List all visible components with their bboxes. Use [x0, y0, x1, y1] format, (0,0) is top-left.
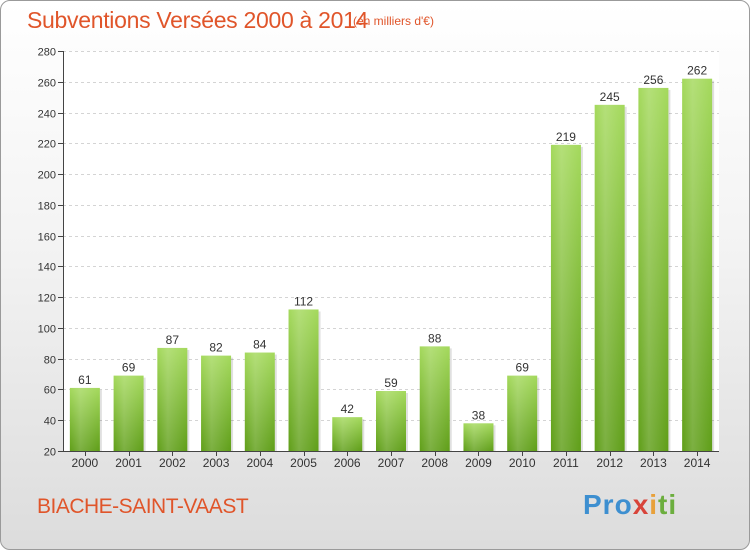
y-tick-label: 280 [38, 47, 56, 59]
bar-value-label: 245 [600, 90, 620, 104]
bar-highlight [113, 375, 144, 451]
x-tick-label: 2008 [421, 456, 448, 470]
x-tick-label: 2014 [684, 456, 711, 470]
bar-highlight [376, 391, 406, 451]
x-tick-label: 2009 [465, 456, 492, 470]
bar-highlight [69, 387, 100, 451]
x-tick-label: 2006 [334, 456, 361, 470]
x-tick-label: 2002 [159, 456, 186, 470]
bar-value-label: 84 [253, 338, 267, 352]
bar-highlight [550, 144, 581, 451]
bar-highlight [682, 78, 713, 451]
bar-highlight [638, 87, 669, 451]
commune-name: BIACHE-SAINT-VAAST [37, 495, 249, 518]
y-tick-label: 100 [38, 324, 56, 336]
x-tick-label: 2013 [640, 456, 667, 470]
bar-highlight [288, 309, 319, 451]
y-tick-label: 80 [44, 355, 56, 367]
bar-value-label: 262 [687, 64, 707, 78]
x-tick-label: 2010 [509, 456, 536, 470]
chart-subtitle: (en milliers d'€) [353, 14, 434, 28]
bar-highlight [332, 417, 363, 451]
y-tick-label: 40 [44, 416, 56, 428]
proxiti-logo[interactable]: Proxiti [583, 489, 678, 520]
bar-value-label: 42 [341, 402, 355, 416]
bar-highlight [594, 104, 625, 451]
x-tick-label: 2004 [246, 456, 273, 470]
x-tick-label: 2003 [203, 456, 230, 470]
bar-highlight [507, 375, 538, 451]
y-tick-label: 240 [38, 109, 56, 121]
bar-value-label: 112 [294, 294, 313, 308]
y-tick-label: 260 [38, 78, 56, 90]
x-tick-label: 2000 [72, 456, 99, 470]
bar-value-label: 59 [384, 376, 398, 390]
bar-value-label: 82 [209, 341, 223, 355]
bar-value-label: 87 [166, 333, 180, 347]
x-tick-label: 2007 [378, 456, 405, 470]
bar-value-label: 256 [643, 73, 663, 87]
bar-value-label: 69 [516, 361, 530, 375]
x-tick-label: 2005 [290, 456, 317, 470]
y-tick-label: 20 [44, 447, 56, 459]
y-tick-label: 120 [38, 293, 56, 305]
y-tick-label: 140 [38, 262, 56, 274]
bar-highlight [419, 346, 450, 451]
bar-value-label: 38 [472, 408, 486, 422]
y-tick-label: 180 [38, 201, 56, 213]
y-tick-label: 200 [38, 170, 56, 182]
axes-group: 20 40 60 80 100 120 140 160 180 200 220 240 260 280 20… [38, 47, 719, 470]
y-tick-label: 60 [44, 385, 56, 397]
x-tick-label: 2012 [596, 456, 623, 470]
chart-title: Subventions Versées 2000 à 2014 [27, 7, 369, 33]
bar-highlight [463, 423, 494, 451]
bar-highlight [244, 352, 275, 451]
bar-highlight [201, 355, 232, 451]
bars-group: 61 69 87 82 84 112 42 59 88 38 69 219 245 256 262 [69, 64, 715, 451]
bar-highlight [157, 347, 188, 451]
bar-value-label: 61 [78, 373, 92, 387]
bar-value-label: 219 [556, 130, 576, 144]
y-tick-label: 220 [38, 139, 56, 151]
x-tick-label: 2001 [115, 456, 142, 470]
y-tick-label: 160 [38, 232, 56, 244]
bar-value-label: 69 [122, 361, 136, 375]
bar-value-label: 88 [428, 331, 442, 345]
x-tick-label: 2011 [553, 456, 579, 470]
